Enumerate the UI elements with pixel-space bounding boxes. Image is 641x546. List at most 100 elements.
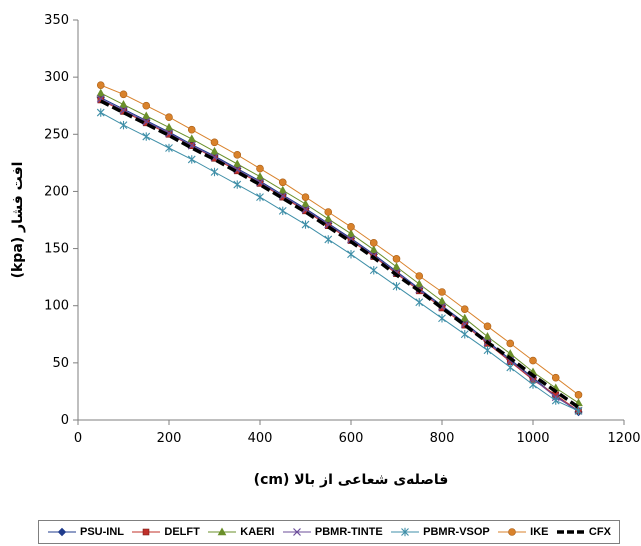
data-point [217, 527, 227, 536]
series-pbmr-vsop [96, 108, 583, 416]
data-point [210, 146, 219, 155]
series-layer [96, 81, 583, 417]
marker-stroke [301, 205, 310, 214]
legend-item: KAERI [207, 526, 275, 538]
series-line [100, 99, 580, 409]
marker-stroke [460, 320, 469, 328]
x-tick-label: 600 [339, 431, 364, 446]
y-tick-label: 100 [44, 299, 69, 314]
data-point [483, 332, 492, 340]
marker-stroke [278, 192, 287, 200]
x-tick-label: 1000 [516, 431, 549, 446]
data-point [438, 304, 446, 312]
data-point [187, 134, 197, 143]
legend-item: PSU-INL [47, 526, 124, 538]
data-point [508, 528, 516, 536]
legend-label: PBMR-VSOP [423, 526, 490, 538]
data-point [506, 363, 515, 372]
data-point [278, 178, 287, 187]
data-point [483, 322, 492, 331]
legend-label: KAERI [240, 526, 275, 538]
x-tick-label: 1200 [607, 431, 640, 446]
data-point [210, 138, 219, 147]
legend-swatch [132, 528, 161, 536]
data-point [292, 528, 301, 536]
data-point [369, 239, 378, 247]
legend-item: PBMR-TINTE [282, 526, 383, 538]
x-tick-label: 800 [430, 431, 455, 446]
data-point [324, 208, 333, 216]
data-point [347, 250, 355, 259]
y-tick-label: 0 [61, 413, 69, 428]
data-point [143, 528, 150, 536]
legend-label: PSU-INL [80, 526, 124, 538]
data-point [347, 223, 355, 231]
data-point [415, 298, 424, 307]
data-point [96, 88, 106, 97]
series-kaeri [96, 88, 583, 407]
marker-stroke [142, 117, 151, 126]
legend-label: PBMR-TINTE [314, 526, 383, 538]
legend-swatch [282, 528, 311, 536]
data-point [96, 108, 105, 117]
data-point [415, 272, 424, 280]
data-point [142, 132, 151, 141]
data-point [57, 527, 67, 537]
data-point [119, 90, 128, 99]
series-line [100, 92, 579, 404]
data-point [301, 199, 310, 208]
data-point [323, 214, 333, 223]
legend-label: IKE [530, 526, 549, 538]
data-point [438, 288, 446, 296]
data-point [392, 255, 401, 263]
y-tick-label: 50 [52, 356, 69, 371]
data-point [529, 356, 537, 365]
data-point [165, 143, 173, 153]
data-point [369, 245, 379, 254]
legend-item: PBMR-VSOP [390, 526, 490, 538]
data-point [141, 111, 151, 120]
data-point [414, 279, 424, 288]
data-point [96, 81, 105, 89]
data-point [438, 314, 446, 323]
data-point [187, 125, 196, 134]
y-tick-label: 150 [44, 242, 69, 257]
data-point [460, 305, 469, 313]
data-point [233, 180, 242, 189]
data-point [278, 206, 287, 216]
data-point [392, 262, 401, 271]
axes: 0 50 100 150 200 250 300 350 0 200 400 600 800 1000 12… [44, 13, 640, 446]
legend: PSU-INL DELFT KAERI PBMR-TINTE PBMR-VSOP IKE C… [38, 520, 620, 544]
data-point [369, 266, 378, 275]
data-point [529, 380, 537, 389]
series-psu-inl [96, 93, 583, 417]
y-tick-label: 350 [44, 13, 69, 28]
data-point [255, 172, 265, 180]
series-line [100, 84, 579, 396]
data-point [119, 120, 128, 130]
marker-stroke [324, 220, 333, 229]
x-axis-label: فاصله‌ی شعاعی از بالا (cm) [254, 472, 449, 488]
data-point [460, 313, 470, 322]
data-point [551, 373, 560, 382]
marker-stroke [165, 129, 173, 138]
legend-item: CFX [556, 526, 611, 538]
data-point [346, 229, 356, 238]
data-point [187, 155, 196, 164]
data-point [460, 330, 469, 339]
data-point [437, 296, 447, 305]
data-point [483, 346, 492, 355]
data-point [210, 167, 219, 177]
data-point [301, 220, 310, 229]
legend-swatch [208, 527, 237, 536]
y-tick-label: 250 [44, 127, 69, 142]
marker-stroke [438, 302, 446, 311]
marker-stroke [119, 106, 128, 115]
series-cfx [100, 99, 580, 409]
data-point [256, 192, 264, 202]
data-point [401, 527, 410, 537]
data-point [551, 396, 560, 405]
marker-stroke [347, 235, 355, 244]
legend-item: IKE [497, 526, 549, 538]
data-point [278, 185, 288, 194]
